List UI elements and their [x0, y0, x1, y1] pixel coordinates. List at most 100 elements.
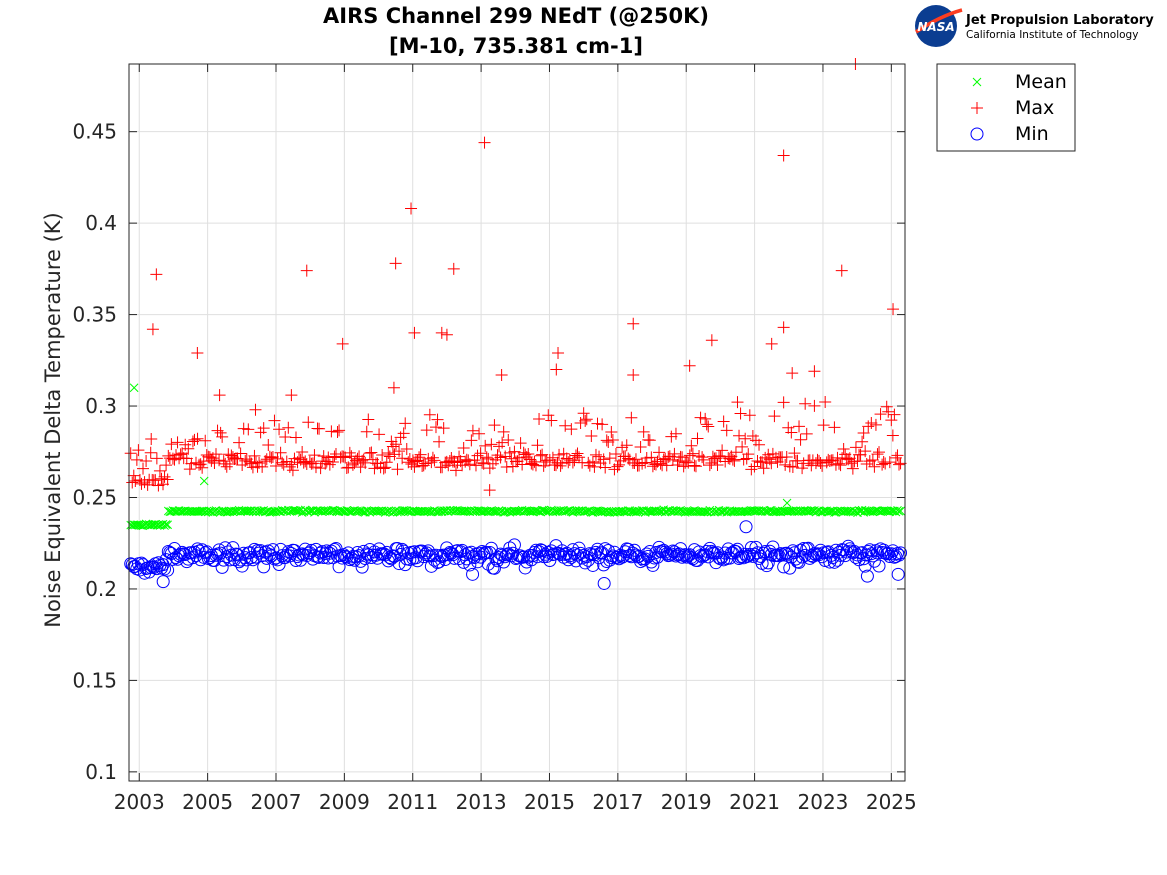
max-point	[723, 452, 736, 465]
min-point	[598, 542, 612, 556]
x-tick-label: 2009	[319, 790, 370, 814]
x-tick-label: 2025	[866, 790, 917, 814]
max-point	[257, 422, 270, 435]
max-point	[549, 459, 562, 472]
x-tick-label: 2005	[182, 790, 233, 814]
max-point	[431, 413, 444, 426]
max-point	[688, 459, 701, 472]
max-point	[719, 455, 732, 468]
max-point	[211, 424, 224, 437]
max-point	[280, 455, 293, 468]
max-point	[225, 449, 238, 462]
max-point	[265, 451, 278, 464]
min-point	[803, 551, 817, 565]
max-point	[808, 399, 821, 412]
legend-marker	[970, 127, 984, 141]
max-point	[534, 449, 547, 462]
max-point	[443, 454, 456, 467]
max-point-outlier	[835, 264, 848, 277]
max-point	[697, 453, 710, 466]
max-point	[496, 436, 509, 449]
max-point	[223, 458, 236, 471]
max-point	[266, 450, 279, 463]
max-point	[813, 454, 826, 467]
max-point	[170, 449, 183, 462]
max-point	[605, 426, 618, 439]
max-point	[127, 469, 140, 482]
max-point	[514, 437, 527, 450]
max-point	[186, 435, 199, 448]
min-point	[166, 552, 180, 566]
max-point	[694, 411, 707, 424]
max-point	[362, 413, 375, 426]
max-point	[785, 426, 798, 439]
max-point	[141, 478, 154, 491]
max-point	[860, 457, 873, 470]
max-point	[728, 454, 741, 467]
x-tick-label: 2015	[524, 790, 575, 814]
max-point	[152, 479, 165, 492]
min-point	[355, 560, 369, 574]
min-point	[837, 543, 851, 557]
max-point	[720, 424, 733, 437]
max-point	[828, 421, 841, 434]
max-point	[816, 459, 829, 472]
legend-item-mean: Mean	[972, 71, 1067, 93]
min-point	[781, 547, 795, 561]
min-point-outlier	[466, 567, 480, 581]
min-point	[560, 546, 574, 560]
max-point	[200, 449, 213, 462]
max-point-outlier	[447, 262, 460, 275]
grid-lines	[129, 64, 905, 781]
chart-subtitle: [M-10, 735.381 cm-1]	[389, 34, 643, 58]
max-point	[285, 458, 298, 471]
max-point	[794, 433, 807, 446]
max-point	[293, 451, 306, 464]
max-point-outlier	[408, 326, 421, 339]
min-point	[463, 558, 477, 572]
max-point	[814, 457, 827, 470]
max-point	[633, 459, 646, 472]
y-tick-label: 0.3	[85, 394, 117, 418]
max-point	[609, 447, 622, 460]
min-point	[735, 550, 749, 564]
mean-point	[393, 507, 402, 517]
max-point	[533, 413, 546, 426]
max-point	[130, 453, 143, 466]
max-point	[668, 447, 681, 460]
max-point	[620, 439, 633, 452]
max-point	[731, 396, 744, 409]
max-point-outlier	[552, 346, 565, 359]
min-point	[823, 555, 837, 569]
max-point	[569, 449, 582, 462]
max-point	[439, 456, 452, 469]
max-point	[416, 459, 429, 472]
x-tick-label: 2003	[114, 790, 165, 814]
max-point-outlier	[887, 303, 900, 316]
axes-box	[128, 63, 906, 782]
max-point	[144, 446, 157, 459]
max-point	[246, 461, 259, 474]
x-tick-label: 2021	[729, 790, 780, 814]
max-point	[503, 446, 516, 459]
max-point	[868, 460, 881, 473]
max-point	[220, 460, 233, 473]
min-point	[552, 547, 566, 561]
max-point	[873, 446, 886, 459]
min-point	[591, 542, 605, 556]
max-point	[233, 436, 246, 449]
y-tick-label: 0.35	[72, 303, 117, 327]
max-point	[666, 453, 679, 466]
max-point	[268, 414, 281, 427]
max-point	[185, 457, 198, 470]
max-point	[753, 438, 766, 451]
max-point	[420, 424, 433, 437]
max-point	[580, 413, 593, 426]
max-point	[237, 422, 250, 435]
max-point	[502, 434, 515, 447]
max-point	[383, 450, 396, 463]
max-point	[343, 446, 356, 459]
max-point	[871, 448, 884, 461]
min-point	[623, 549, 637, 563]
max-point	[539, 455, 552, 468]
